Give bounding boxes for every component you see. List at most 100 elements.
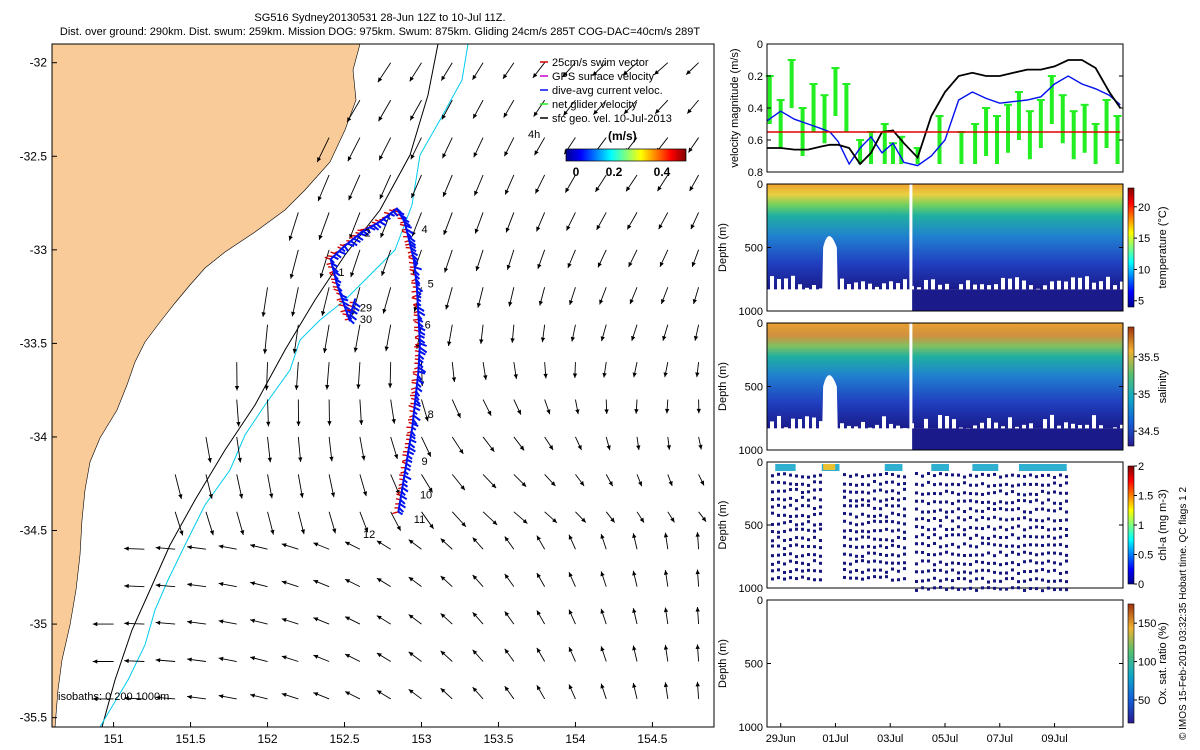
y-tick-label: 0.8 — [748, 167, 763, 179]
current-vector-head — [503, 112, 508, 118]
chl-point — [843, 482, 846, 486]
current-vector-head — [627, 224, 632, 230]
current-vector-head — [394, 454, 399, 460]
current-vector-head — [474, 228, 479, 234]
current-vector-head — [654, 70, 660, 75]
chl-point — [915, 579, 918, 583]
chl-point — [1029, 473, 1032, 477]
chl-point — [855, 490, 858, 494]
chl-point — [795, 561, 798, 565]
chl-point — [1065, 527, 1068, 531]
day-label: 9 — [421, 456, 427, 468]
chl-point — [1035, 525, 1038, 529]
chl-point — [885, 503, 888, 507]
current-vector-head — [474, 190, 479, 196]
chl-point — [945, 562, 948, 566]
dac-vector — [348, 318, 355, 325]
day-label: 2 — [365, 228, 371, 240]
chl-point — [975, 483, 978, 487]
current-vector-head — [327, 421, 332, 426]
chl-point — [813, 512, 816, 516]
dac-vector — [399, 502, 407, 509]
current-vector-head — [155, 695, 161, 700]
current-vector-head — [313, 542, 319, 547]
chl-point — [783, 513, 786, 517]
chl-surface — [988, 464, 993, 471]
current-vector-head — [92, 659, 98, 664]
chl-point — [957, 561, 960, 565]
chl-point — [891, 504, 894, 508]
current-vector-head — [356, 384, 361, 389]
y-tick-label: 500 — [745, 659, 763, 671]
x-tick-label: 03Jul — [877, 733, 903, 745]
chl-surface — [1024, 464, 1029, 471]
current-vector-head — [376, 653, 382, 658]
chl-point — [963, 570, 966, 574]
chl-point — [891, 561, 894, 565]
chl-point — [777, 480, 780, 484]
x-tick-label: 01Jul — [822, 733, 848, 745]
chl-point — [789, 482, 792, 486]
current-vector-head — [347, 156, 352, 162]
legend-label: sfc geo. vel. 10-Jul-2013 — [552, 113, 672, 125]
chl-point — [1017, 580, 1020, 584]
dac-vector — [338, 250, 347, 256]
current-vector-head — [581, 517, 586, 523]
chl-point — [987, 491, 990, 495]
chl-point — [897, 498, 900, 502]
chl-point — [1059, 535, 1062, 539]
current-vector-head — [552, 518, 557, 523]
chl-point — [813, 474, 816, 478]
chl-point — [783, 481, 786, 485]
map-y-tick-label: -32.5 — [20, 149, 48, 163]
current-vector-head — [504, 151, 509, 157]
current-vector-head — [534, 150, 539, 156]
chl-point — [819, 546, 822, 550]
current-vector-head — [376, 540, 382, 545]
chl-point — [861, 559, 864, 563]
map-y-tick-label: -35.5 — [20, 711, 48, 725]
chl-point — [999, 517, 1002, 521]
chl-point — [885, 490, 888, 494]
chl-point — [957, 483, 960, 487]
depth-ylabel: Depth (m) — [717, 639, 729, 688]
current-vector-head — [575, 409, 580, 415]
chl-point — [921, 559, 924, 563]
chl-point — [807, 475, 810, 479]
chl-point — [999, 475, 1002, 479]
chl-point — [783, 538, 786, 542]
chl-point — [1047, 579, 1050, 583]
chl-point — [897, 504, 900, 508]
chl-point — [807, 520, 810, 524]
chl-point — [903, 530, 906, 534]
chl-point — [921, 474, 924, 478]
dac-vector — [347, 242, 355, 248]
map-x-tick-label: 153 — [411, 732, 431, 746]
chl-point — [1047, 508, 1050, 512]
chl-point — [873, 473, 876, 477]
current-vector-head — [92, 696, 98, 702]
chl-point — [897, 474, 900, 478]
chl-point — [873, 497, 876, 501]
chl-point — [933, 527, 936, 531]
current-vector-head — [459, 448, 464, 454]
chl-point — [903, 546, 906, 550]
chl-point — [801, 554, 804, 558]
chl-point — [987, 569, 990, 573]
current-vector-head — [610, 517, 615, 523]
chl-point — [789, 570, 792, 574]
chl-point — [867, 491, 870, 495]
chl-point — [843, 511, 846, 515]
dac-vector — [409, 438, 417, 444]
chl-point — [1011, 561, 1014, 565]
chl-point — [915, 542, 918, 546]
chl-point — [933, 517, 936, 521]
chl-point — [1041, 552, 1044, 556]
chl-point — [795, 487, 798, 491]
current-vector-head — [291, 311, 296, 317]
current-vector-head — [655, 108, 660, 114]
chl-point — [1011, 484, 1014, 488]
current-vector-head — [599, 299, 604, 305]
map-y-tick-label: -35 — [30, 617, 48, 631]
chl-point — [951, 586, 954, 590]
